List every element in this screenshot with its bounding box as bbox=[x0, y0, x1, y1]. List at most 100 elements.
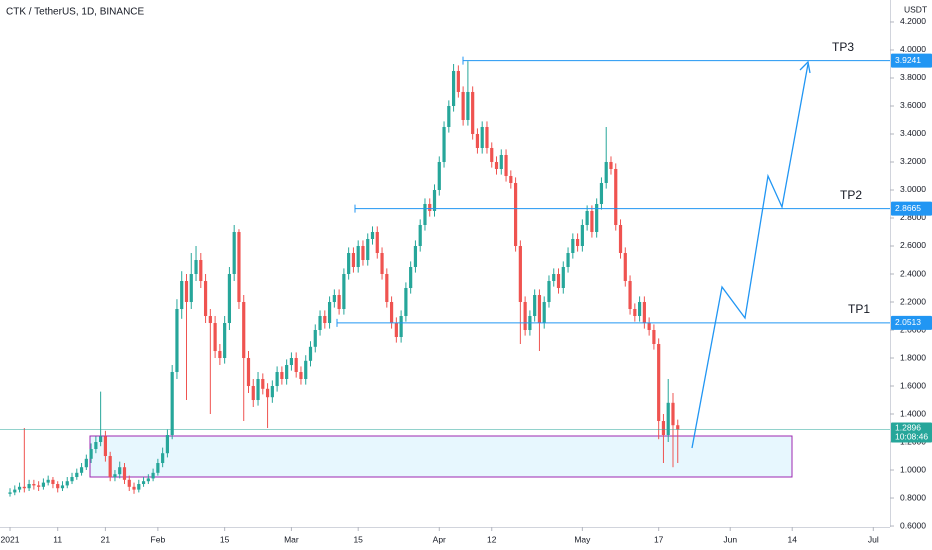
candle-body bbox=[556, 274, 561, 289]
candle-body bbox=[218, 351, 222, 359]
candle-body bbox=[285, 365, 289, 380]
arrow-head bbox=[799, 60, 811, 74]
y-tick-label: 1.6000 bbox=[900, 380, 926, 390]
candle-body bbox=[399, 316, 403, 338]
x-tick-label: Jul bbox=[868, 534, 879, 544]
candle-body bbox=[604, 161, 608, 183]
candle-body bbox=[361, 245, 365, 260]
candle-body bbox=[99, 436, 103, 443]
candle-body bbox=[561, 267, 565, 289]
candle-body bbox=[432, 189, 437, 211]
candle-body bbox=[56, 484, 60, 489]
x-tick-label: 11 bbox=[53, 534, 62, 544]
candle-body bbox=[380, 252, 384, 275]
candle-body bbox=[275, 372, 279, 387]
candle-body bbox=[280, 372, 284, 380]
candle-body bbox=[490, 147, 494, 162]
candle-body bbox=[442, 126, 446, 162]
candle-body bbox=[494, 161, 499, 169]
x-tick-label: 12 bbox=[487, 534, 497, 544]
candle-body bbox=[375, 231, 379, 253]
x-tick-label: May bbox=[574, 534, 591, 544]
y-tick-label: 0.8000 bbox=[900, 492, 926, 502]
level-name: TP2 bbox=[840, 188, 862, 202]
candle-body bbox=[294, 358, 298, 373]
candle-body bbox=[456, 70, 460, 92]
candle-body bbox=[428, 203, 432, 211]
candle-body bbox=[308, 346, 313, 361]
candle-body bbox=[227, 274, 232, 324]
x-tick-label: 15 bbox=[220, 534, 230, 544]
candle-body bbox=[533, 295, 537, 317]
candle-body bbox=[208, 316, 212, 324]
candle-body bbox=[566, 252, 570, 268]
candle-body bbox=[366, 238, 370, 260]
candle-body bbox=[575, 238, 580, 246]
candle-body bbox=[94, 442, 98, 450]
level-name: TP3 bbox=[832, 40, 854, 54]
candle-body bbox=[356, 245, 360, 268]
y-tick-label: 4.2000 bbox=[900, 16, 926, 26]
candle-body bbox=[451, 70, 456, 106]
level-name: TP1 bbox=[848, 302, 870, 316]
candle-body bbox=[141, 481, 146, 485]
candle-body bbox=[170, 372, 174, 436]
projection-arrow bbox=[691, 63, 809, 449]
candle-body bbox=[423, 203, 427, 225]
candle-body bbox=[585, 210, 589, 225]
x-tick-label: 14 bbox=[787, 534, 797, 544]
candle-body bbox=[22, 486, 26, 489]
candle-body bbox=[351, 252, 356, 268]
candle-body bbox=[552, 274, 556, 282]
y-tick-label: 2.4000 bbox=[900, 268, 926, 278]
candle-body bbox=[480, 126, 484, 148]
candle-body bbox=[256, 379, 260, 401]
last-price-label: 1.2896 bbox=[895, 423, 921, 433]
candle-body bbox=[614, 168, 618, 225]
candle-body bbox=[647, 323, 651, 331]
candle-body bbox=[652, 330, 656, 345]
candle-body bbox=[661, 421, 666, 436]
level-price-box bbox=[891, 315, 932, 330]
candle-body bbox=[223, 323, 227, 359]
candle-body bbox=[394, 323, 398, 338]
candle-body bbox=[261, 379, 265, 389]
candle-body bbox=[537, 295, 542, 324]
candle-body bbox=[251, 386, 255, 401]
candle-body bbox=[237, 231, 241, 303]
candle-body bbox=[633, 309, 637, 317]
candle-body bbox=[332, 295, 336, 303]
candle-body bbox=[609, 161, 613, 169]
candle-body bbox=[146, 478, 150, 482]
level-price-label: 3.9241 bbox=[895, 55, 921, 65]
demand-zone bbox=[89, 435, 793, 478]
y-tick-label: 3.6000 bbox=[900, 100, 926, 110]
y-tick-label: 3.2000 bbox=[900, 156, 926, 166]
candle-body bbox=[79, 467, 84, 473]
level-price-box bbox=[891, 201, 932, 216]
candle-body bbox=[437, 161, 441, 190]
candle-body bbox=[17, 486, 22, 490]
candle-body bbox=[499, 154, 503, 169]
candle-body bbox=[337, 295, 341, 310]
candle-body bbox=[8, 492, 12, 494]
candle-body bbox=[270, 386, 274, 398]
candle-body bbox=[246, 358, 251, 387]
candle-body bbox=[385, 274, 389, 303]
candle-body bbox=[623, 252, 627, 282]
candle-body bbox=[232, 231, 236, 275]
level-price-label: 2.8665 bbox=[895, 203, 921, 213]
y-tick-label: 3.0000 bbox=[900, 184, 926, 194]
x-tick-label: Jun bbox=[723, 534, 737, 544]
x-tick-label: Feb bbox=[151, 534, 166, 544]
candle-body bbox=[595, 203, 599, 232]
candle-body bbox=[70, 477, 74, 482]
y-tick-label: 1.4000 bbox=[900, 408, 926, 418]
candle-body bbox=[542, 302, 546, 324]
candle-body bbox=[84, 458, 88, 468]
candle-body bbox=[156, 463, 160, 473]
y-tick-label: 2.8000 bbox=[900, 212, 926, 222]
candle-body bbox=[75, 472, 79, 478]
candle-body bbox=[165, 435, 170, 454]
